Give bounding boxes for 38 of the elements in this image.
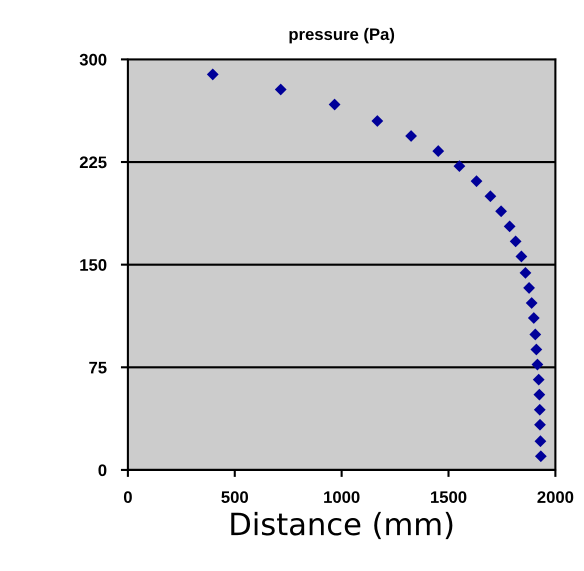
chart-title: pressure (Pa) xyxy=(289,28,394,44)
point xyxy=(534,419,546,430)
point xyxy=(495,206,507,217)
point xyxy=(523,282,535,294)
x-tick-label: 2000 xyxy=(537,491,574,504)
x-tick-label: 1500 xyxy=(431,491,466,504)
point xyxy=(406,130,417,142)
y-tick-label: 0 xyxy=(98,464,106,476)
point xyxy=(530,344,542,356)
y-tick-label: 300 xyxy=(80,54,106,66)
point xyxy=(534,389,545,400)
point xyxy=(534,436,546,447)
point xyxy=(516,250,528,262)
point xyxy=(372,115,383,127)
point xyxy=(432,145,444,157)
point xyxy=(470,176,482,187)
point xyxy=(510,236,522,247)
point xyxy=(504,220,516,232)
x-tick-label: 1000 xyxy=(324,491,360,504)
point xyxy=(530,328,541,340)
x-tick-label: 500 xyxy=(221,491,248,504)
point xyxy=(207,68,218,80)
y-tick-label: 75 xyxy=(89,362,107,374)
point xyxy=(526,297,538,309)
point xyxy=(454,160,466,172)
y-tick-label: 150 xyxy=(80,259,106,271)
point xyxy=(484,190,496,202)
point xyxy=(275,84,286,96)
point xyxy=(328,98,340,110)
point xyxy=(532,358,544,370)
point xyxy=(520,267,532,278)
point xyxy=(533,374,544,386)
x-axis-title: Distance (mm) xyxy=(231,512,452,540)
point xyxy=(534,404,546,416)
y-tick-label: 225 xyxy=(80,156,107,168)
point xyxy=(528,312,540,324)
point xyxy=(535,450,546,462)
x-tick-label: 0 xyxy=(124,491,132,504)
